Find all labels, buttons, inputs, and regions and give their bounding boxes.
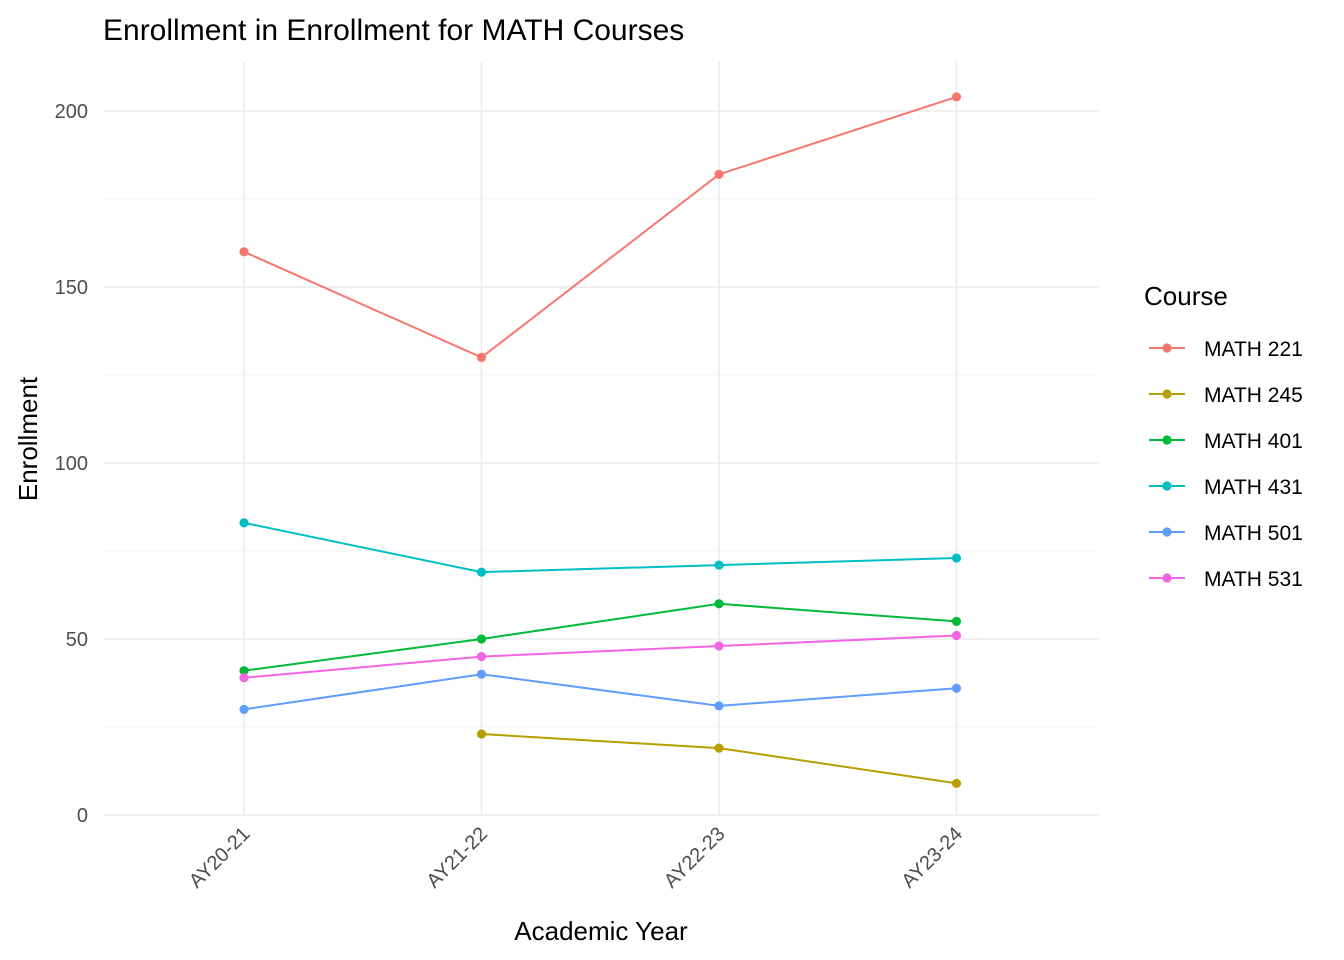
legend-label: MATH 245 — [1204, 384, 1303, 407]
data-point — [714, 169, 724, 179]
series-line — [243, 634, 957, 679]
data-point — [714, 701, 724, 711]
legend-label: MATH 221 — [1204, 338, 1303, 361]
legend-label: MATH 431 — [1204, 476, 1303, 499]
series-line — [243, 521, 957, 574]
data-point — [951, 92, 962, 102]
legend-key-point — [1162, 573, 1172, 583]
legend-key-point — [1162, 481, 1172, 491]
legend-label: MATH 401 — [1204, 430, 1303, 453]
data-point — [476, 352, 487, 362]
x-tick-label: AY22-23 — [660, 823, 730, 893]
data-point — [239, 704, 249, 715]
data-point — [476, 652, 487, 662]
legend-title: Course — [1144, 281, 1228, 311]
data-point — [476, 634, 487, 644]
y-tick-label: 50 — [66, 629, 88, 651]
data-point — [714, 560, 724, 570]
chart-title: Enrollment in Enrollment for MATH Course… — [103, 14, 684, 47]
x-tick-label: AY23-24 — [897, 823, 967, 893]
data-point — [714, 743, 724, 753]
legend-key-point — [1162, 435, 1172, 445]
data-point — [951, 616, 962, 627]
data-point — [476, 567, 487, 577]
y-axis-ticks: 0 50 100 150 200 — [55, 101, 88, 827]
legend-key-point — [1162, 527, 1172, 537]
legend-label: MATH 531 — [1204, 568, 1303, 591]
x-tick-label: AY20-21 — [185, 823, 255, 893]
data-point — [476, 729, 487, 739]
legend: Course MATH 221 MATH 245 MATH 401 MATH 431 M… — [1144, 281, 1303, 591]
data-point — [951, 553, 962, 563]
data-point — [714, 641, 724, 651]
x-axis-label: Academic Year — [514, 916, 688, 946]
data-point — [951, 778, 962, 788]
legend-key-point — [1162, 343, 1172, 353]
series-line — [243, 673, 957, 711]
data-point — [239, 518, 249, 528]
data-point — [714, 599, 724, 609]
y-tick-label: 100 — [55, 453, 88, 475]
data-point — [239, 673, 249, 683]
data-point — [239, 666, 249, 676]
x-axis-ticks: AY20-21 AY21-22 AY22-23 AY23-24 — [185, 823, 967, 893]
data-point — [239, 247, 249, 257]
y-tick-label: 200 — [55, 101, 88, 123]
y-axis-label: Enrollment — [13, 376, 43, 501]
legend-key-point — [1162, 389, 1172, 399]
y-tick-label: 150 — [55, 277, 88, 299]
series-line — [243, 602, 957, 672]
plot-area — [239, 92, 962, 788]
grid — [103, 62, 1100, 816]
data-point — [951, 683, 962, 693]
x-tick-label: AY21-22 — [422, 823, 492, 893]
legend-label: MATH 501 — [1204, 522, 1303, 545]
series-line — [243, 95, 957, 359]
y-tick-label: 0 — [77, 805, 88, 827]
data-point — [476, 669, 487, 679]
data-point — [951, 630, 962, 641]
